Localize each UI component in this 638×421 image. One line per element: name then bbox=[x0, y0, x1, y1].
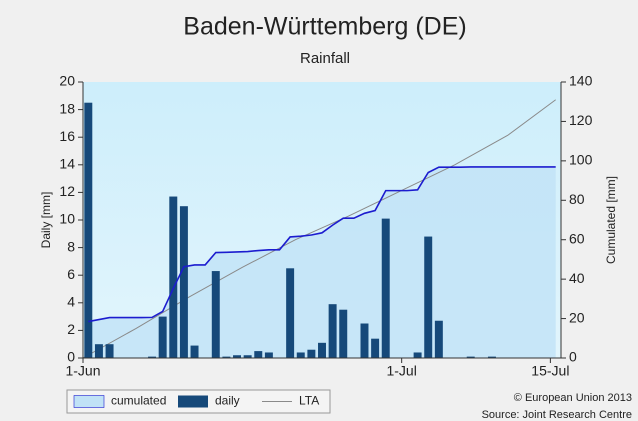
bar bbox=[307, 349, 316, 358]
y2-tick-label: 140 bbox=[569, 73, 593, 89]
y-tick-label: 10 bbox=[59, 211, 75, 227]
y-tick-label: 2 bbox=[67, 321, 75, 337]
chart-title: Baden-Württemberg (DE) bbox=[183, 13, 466, 41]
y2-tick-label: 100 bbox=[569, 152, 593, 168]
bar bbox=[381, 218, 390, 358]
bar bbox=[148, 356, 157, 358]
bar bbox=[179, 206, 188, 358]
x-tick-label: 1-Jun bbox=[65, 363, 100, 379]
y2-tick-label: 40 bbox=[569, 270, 585, 286]
bar bbox=[360, 323, 369, 358]
bar bbox=[413, 352, 422, 358]
y-tick-label: 14 bbox=[59, 156, 75, 172]
bar bbox=[371, 338, 380, 358]
bar bbox=[286, 268, 295, 358]
y2-tick-label: 0 bbox=[569, 349, 577, 365]
y-axis-label: Daily [mm] bbox=[39, 192, 53, 249]
y2-tick-label: 80 bbox=[569, 191, 585, 207]
bar bbox=[190, 345, 199, 358]
y-tick-label: 18 bbox=[59, 100, 75, 116]
area bbox=[88, 166, 556, 358]
y-tick-label: 4 bbox=[67, 294, 75, 310]
chart-subtitle: Rainfall bbox=[300, 50, 350, 67]
bar bbox=[243, 355, 252, 358]
legend-label: LTA bbox=[299, 394, 319, 408]
y2-tick-label: 120 bbox=[569, 112, 593, 128]
bar bbox=[94, 344, 103, 358]
line bbox=[88, 166, 556, 323]
y2-tick-label: 60 bbox=[569, 230, 585, 246]
legend-swatch bbox=[73, 395, 105, 408]
bar bbox=[296, 352, 305, 358]
bar bbox=[84, 102, 93, 358]
line bbox=[82, 99, 556, 359]
bar bbox=[264, 352, 273, 358]
y-tick-label: 16 bbox=[59, 128, 75, 144]
bar bbox=[105, 344, 114, 358]
bar bbox=[487, 356, 496, 358]
bar bbox=[339, 309, 348, 358]
bar bbox=[254, 351, 263, 358]
legend-swatch bbox=[178, 395, 208, 408]
footer: Source: Joint Research Centre bbox=[482, 409, 632, 421]
y-tick-label: 8 bbox=[67, 238, 75, 254]
bar bbox=[222, 356, 231, 358]
bar bbox=[169, 196, 178, 358]
y-tick-label: 20 bbox=[59, 73, 75, 89]
bar bbox=[233, 355, 242, 358]
x-tick-label: 15-Jul bbox=[531, 363, 569, 379]
footer: © European Union 2013 bbox=[514, 392, 632, 404]
bar bbox=[328, 304, 337, 358]
y-tick-label: 0 bbox=[67, 349, 75, 365]
bar bbox=[318, 342, 326, 358]
bar bbox=[158, 316, 167, 358]
x-tick-label: 1-Jul bbox=[386, 363, 416, 379]
y2-tick-label: 20 bbox=[569, 309, 585, 325]
y2-axis-label: Cumulated [mm] bbox=[604, 176, 618, 264]
bar bbox=[211, 271, 220, 358]
bar bbox=[466, 356, 475, 358]
y-tick-label: 12 bbox=[59, 183, 75, 199]
legend-label: cumulated bbox=[111, 394, 166, 408]
bar bbox=[424, 236, 433, 358]
bar bbox=[434, 320, 443, 358]
legend-label: daily bbox=[215, 394, 240, 408]
y-tick-label: 6 bbox=[67, 266, 75, 282]
